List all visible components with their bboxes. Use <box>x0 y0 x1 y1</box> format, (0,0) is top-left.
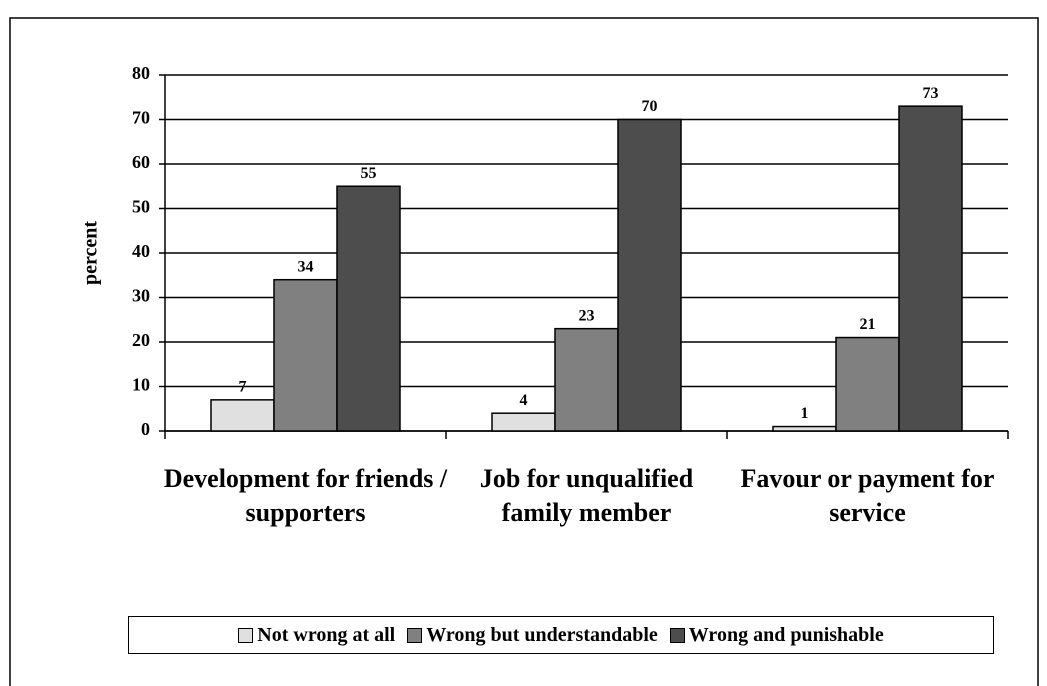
data-label: 7 <box>239 379 247 396</box>
bar <box>617 118 682 432</box>
legend-item: Not wrong at all <box>238 624 395 647</box>
data-label: 4 <box>520 392 528 409</box>
legend-item: Wrong and punishable <box>669 623 884 647</box>
legend-swatch <box>238 627 254 643</box>
legend-label: Not wrong at all <box>257 623 396 646</box>
y-tick-label: 20 <box>132 330 150 350</box>
bar <box>554 327 619 432</box>
legend: Not wrong at all Wrong but understandable… <box>128 616 994 654</box>
bar <box>210 399 275 432</box>
data-label: 1 <box>801 405 809 422</box>
frame <box>9 17 1039 686</box>
x-tick-label: Favour or payment for service <box>740 464 995 527</box>
legend-label: Wrong but understandable <box>426 623 658 646</box>
bar <box>835 336 900 432</box>
y-tick-label: 70 <box>132 108 150 128</box>
data-label: 21 <box>860 316 876 333</box>
y-tick-label: 0 <box>141 419 150 439</box>
y-tick-label: 60 <box>132 152 150 172</box>
y-tick-label: 50 <box>132 197 150 217</box>
x-tick-label: Development for friends / supporters <box>163 464 448 527</box>
y-axis-label: percent <box>80 221 102 285</box>
legend-item: Wrong but understandable <box>407 624 658 647</box>
legend-swatch <box>407 627 423 643</box>
y-tick-label: 80 <box>132 63 150 83</box>
bar <box>772 425 837 432</box>
bar <box>898 105 963 432</box>
data-label: 34 <box>298 258 314 275</box>
data-label: 55 <box>361 165 377 182</box>
y-tick-label: 10 <box>132 375 150 395</box>
data-label: 23 <box>579 307 595 324</box>
y-tick-label: 30 <box>132 286 150 306</box>
data-label: 70 <box>642 98 658 115</box>
y-tick-label: 40 <box>132 241 150 261</box>
data-label: 73 <box>923 85 939 102</box>
legend-swatch <box>669 627 685 643</box>
bar <box>336 185 401 432</box>
x-tick-label: Job for unqualified family member <box>479 464 694 527</box>
bar <box>273 278 338 432</box>
legend-label: Wrong and punishable <box>688 623 884 646</box>
bar <box>491 412 556 432</box>
